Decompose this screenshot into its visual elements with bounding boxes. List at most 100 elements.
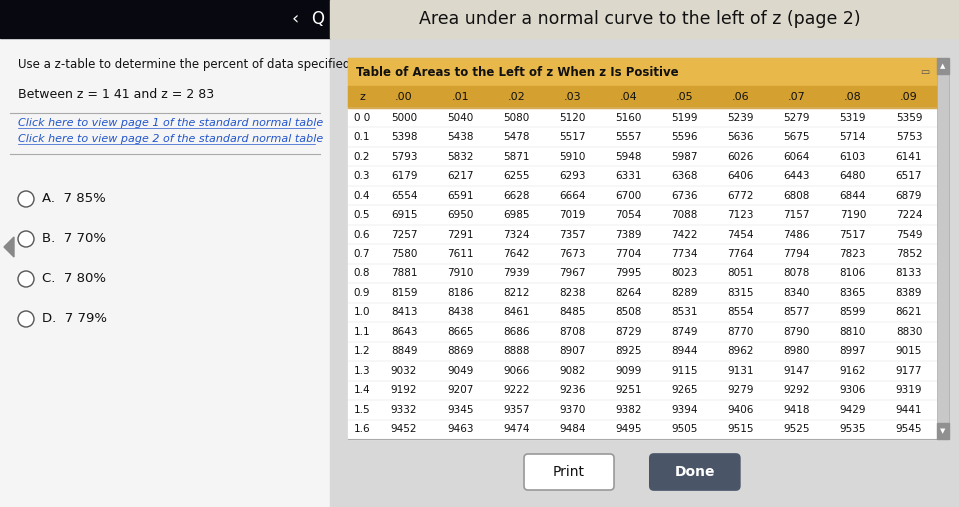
- Text: 9177: 9177: [896, 366, 923, 376]
- Text: 9066: 9066: [503, 366, 529, 376]
- Text: 9015: 9015: [896, 346, 923, 356]
- Text: 8554: 8554: [727, 307, 754, 317]
- Text: 7019: 7019: [559, 210, 586, 220]
- Text: 9049: 9049: [447, 366, 474, 376]
- Text: 1.1: 1.1: [354, 327, 370, 337]
- Text: 7995: 7995: [616, 269, 642, 278]
- Bar: [348, 127, 937, 147]
- Text: 0.6: 0.6: [354, 230, 370, 240]
- Text: 8665: 8665: [447, 327, 474, 337]
- Text: 8599: 8599: [839, 307, 866, 317]
- Text: 9099: 9099: [616, 366, 642, 376]
- Text: 9345: 9345: [447, 405, 474, 415]
- Text: 7422: 7422: [671, 230, 698, 240]
- Text: 5714: 5714: [839, 132, 866, 142]
- Text: 1.2: 1.2: [354, 346, 370, 356]
- Text: 0.4: 0.4: [354, 191, 370, 201]
- Text: 9357: 9357: [503, 405, 529, 415]
- Text: 8621: 8621: [896, 307, 923, 317]
- Bar: [348, 400, 937, 419]
- Text: 5040: 5040: [447, 113, 474, 123]
- Text: 5438: 5438: [447, 132, 474, 142]
- Text: 5987: 5987: [671, 152, 698, 162]
- Text: 7190: 7190: [840, 210, 866, 220]
- Text: 7910: 7910: [447, 269, 474, 278]
- Text: 6985: 6985: [503, 210, 529, 220]
- Text: 5120: 5120: [559, 113, 586, 123]
- Bar: [348, 322, 937, 342]
- Text: 9222: 9222: [503, 385, 529, 395]
- Text: 8413: 8413: [391, 307, 417, 317]
- Text: 7580: 7580: [391, 249, 417, 259]
- Text: 7852: 7852: [896, 249, 923, 259]
- Text: 8133: 8133: [896, 269, 923, 278]
- Circle shape: [18, 231, 34, 247]
- Text: 7549: 7549: [896, 230, 923, 240]
- Text: 8869: 8869: [447, 346, 474, 356]
- Text: 9429: 9429: [839, 405, 866, 415]
- Text: 5871: 5871: [503, 152, 529, 162]
- Text: 9306: 9306: [840, 385, 866, 395]
- Text: 1.0: 1.0: [354, 307, 370, 317]
- Text: 9394: 9394: [671, 405, 698, 415]
- Text: 8315: 8315: [727, 288, 754, 298]
- Text: 5636: 5636: [727, 132, 754, 142]
- Text: 9484: 9484: [559, 424, 586, 434]
- Text: Between z = 1 41 and z = 2 83: Between z = 1 41 and z = 2 83: [18, 88, 214, 101]
- Text: .04: .04: [620, 92, 638, 102]
- Text: 8770: 8770: [728, 327, 754, 337]
- Text: 7881: 7881: [391, 269, 417, 278]
- Text: 5557: 5557: [616, 132, 642, 142]
- Text: 8186: 8186: [447, 288, 474, 298]
- Text: 1.4: 1.4: [354, 385, 370, 395]
- Text: 8485: 8485: [559, 307, 586, 317]
- Text: 6331: 6331: [616, 171, 642, 181]
- Bar: [348, 58, 937, 86]
- Text: 5517: 5517: [559, 132, 586, 142]
- Text: 6591: 6591: [447, 191, 474, 201]
- Text: 5398: 5398: [391, 132, 417, 142]
- Text: 8980: 8980: [784, 346, 810, 356]
- Text: 6103: 6103: [840, 152, 866, 162]
- Text: 0.7: 0.7: [354, 249, 370, 259]
- Text: 5279: 5279: [784, 113, 810, 123]
- Bar: [937, 58, 949, 439]
- Text: Use a z-table to determine the percent of data specified: Use a z-table to determine the percent o…: [18, 58, 350, 71]
- Bar: [348, 166, 937, 186]
- Text: Done: Done: [674, 465, 715, 479]
- Text: 9147: 9147: [784, 366, 810, 376]
- Text: 7357: 7357: [559, 230, 586, 240]
- Text: 9292: 9292: [784, 385, 810, 395]
- Text: 7517: 7517: [839, 230, 866, 240]
- Bar: [348, 186, 937, 205]
- Text: z: z: [359, 92, 365, 102]
- Bar: [348, 205, 937, 225]
- Text: 0.3: 0.3: [354, 171, 370, 181]
- Bar: [348, 225, 937, 244]
- Text: 6217: 6217: [447, 171, 474, 181]
- Text: 9162: 9162: [839, 366, 866, 376]
- Text: 9495: 9495: [616, 424, 642, 434]
- Text: Table of Areas to the Left of z When z Is Positive: Table of Areas to the Left of z When z I…: [356, 65, 679, 79]
- Text: 5478: 5478: [503, 132, 529, 142]
- Bar: [348, 244, 937, 264]
- Text: B.  7 70%: B. 7 70%: [42, 233, 106, 245]
- Text: 9474: 9474: [503, 424, 529, 434]
- Text: 8023: 8023: [671, 269, 698, 278]
- Text: 6772: 6772: [727, 191, 754, 201]
- Text: 9265: 9265: [671, 385, 698, 395]
- Bar: [348, 342, 937, 361]
- Text: 7611: 7611: [447, 249, 474, 259]
- Text: 7088: 7088: [671, 210, 698, 220]
- Text: 6915: 6915: [391, 210, 417, 220]
- Text: 8729: 8729: [616, 327, 642, 337]
- Text: 8238: 8238: [559, 288, 586, 298]
- Text: 6879: 6879: [896, 191, 923, 201]
- Text: .09: .09: [901, 92, 918, 102]
- Text: 0.1: 0.1: [354, 132, 370, 142]
- Text: 6064: 6064: [784, 152, 810, 162]
- Text: 9192: 9192: [391, 385, 417, 395]
- Text: 6480: 6480: [840, 171, 866, 181]
- Text: 8106: 8106: [840, 269, 866, 278]
- Text: 8531: 8531: [671, 307, 698, 317]
